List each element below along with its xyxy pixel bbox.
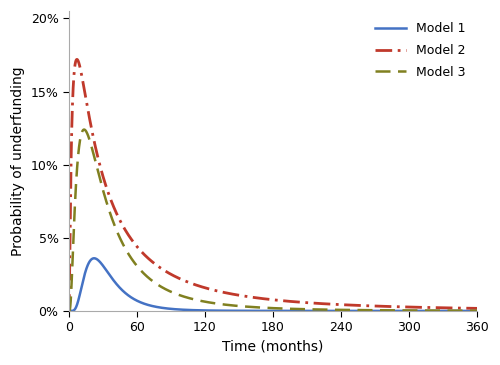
- Model 3: [66, 309, 72, 313]
- Model 2: [154, 263, 160, 267]
- Line: Model 1: Model 1: [69, 258, 477, 311]
- Model 3: [474, 308, 480, 313]
- Model 2: [474, 306, 480, 311]
- Model 3: [313, 307, 319, 312]
- Y-axis label: Probability of underfunding: Probability of underfunding: [11, 66, 25, 256]
- Model 2: [74, 57, 80, 62]
- Model 1: [474, 309, 480, 313]
- Model 1: [91, 256, 97, 261]
- Model 1: [436, 309, 442, 313]
- Model 2: [436, 306, 442, 310]
- Model 1: [180, 308, 186, 312]
- Model 2: [474, 306, 480, 311]
- Model 2: [66, 309, 72, 313]
- X-axis label: Time (months): Time (months): [222, 340, 324, 354]
- Legend: Model 1, Model 2, Model 3: Model 1, Model 2, Model 3: [370, 18, 471, 84]
- Model 2: [180, 278, 186, 282]
- Model 2: [313, 301, 319, 306]
- Model 1: [154, 305, 160, 309]
- Model 1: [474, 309, 480, 313]
- Model 3: [154, 282, 160, 286]
- Line: Model 2: Model 2: [69, 59, 477, 311]
- Model 3: [474, 308, 480, 313]
- Model 3: [81, 127, 87, 132]
- Model 2: [320, 301, 326, 306]
- Model 3: [320, 307, 326, 312]
- Line: Model 3: Model 3: [69, 130, 477, 311]
- Model 1: [313, 309, 319, 313]
- Model 1: [320, 309, 326, 313]
- Model 1: [66, 309, 72, 313]
- Model 3: [436, 308, 442, 313]
- Model 3: [180, 294, 186, 299]
